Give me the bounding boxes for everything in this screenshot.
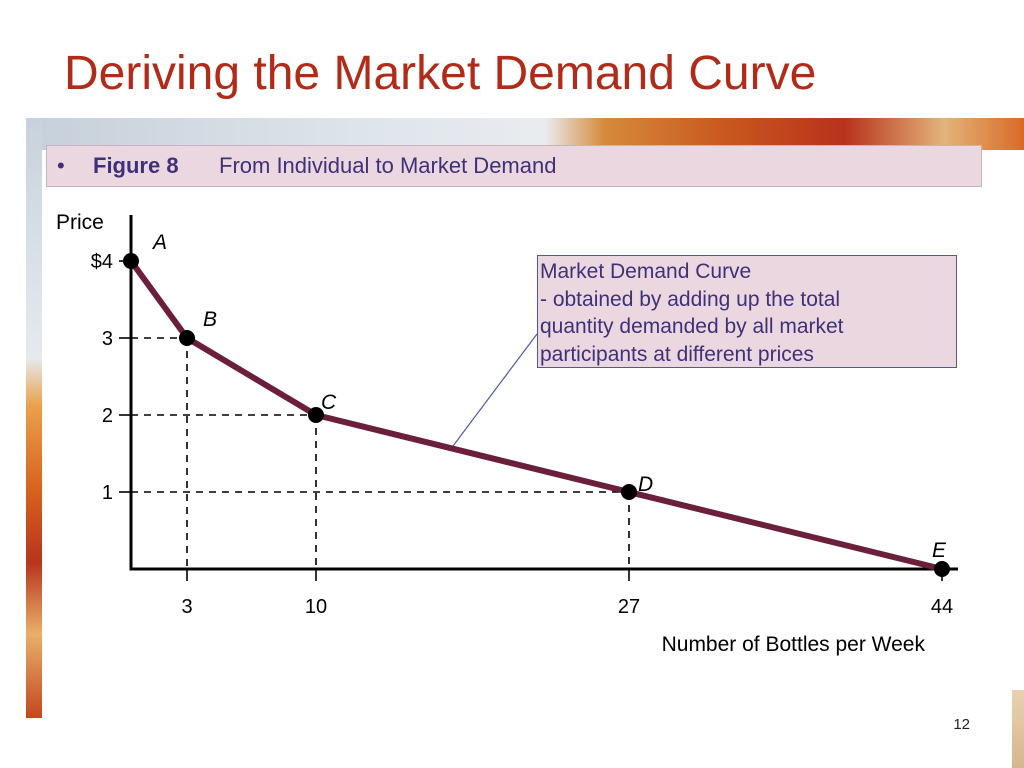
point-e [934, 561, 950, 577]
point-label-d: D [638, 473, 653, 496]
labels-layer: A B C D E [151, 231, 947, 562]
point-d [621, 484, 637, 500]
point-label-e: E [932, 539, 947, 562]
y-tick-label: 3 [102, 328, 113, 350]
figure-caption: From Individual to Market Demand [219, 153, 557, 178]
point-c [308, 407, 324, 423]
x-tick-label: 44 [931, 596, 953, 618]
callout-box: Market Demand Curve - obtained by adding… [537, 255, 957, 368]
decorative-left-strip [26, 118, 42, 718]
reference-lines [131, 337, 630, 569]
y-tick-label: 1 [102, 482, 113, 504]
callout-line-4: participants at different prices [540, 342, 814, 366]
point-label-a: A [151, 231, 167, 254]
points-layer [123, 253, 950, 577]
decorative-top-strip [26, 118, 1024, 150]
y-tick-label: $4 [91, 251, 113, 273]
point-label-c: C [321, 391, 337, 414]
x-tick-label: 3 [181, 596, 192, 618]
bullet-glyph: • [57, 153, 65, 178]
decorative-right-strip [1012, 690, 1024, 768]
y-axis-title: Price [56, 211, 104, 234]
content-panel [42, 150, 1012, 740]
y-tick-label: 2 [102, 405, 113, 427]
x-tick-label: 10 [305, 596, 327, 618]
callout-line-1: Market Demand Curve [540, 260, 752, 283]
point-b [179, 330, 195, 346]
point-a [123, 253, 139, 269]
callout-leader-line [452, 333, 538, 447]
figure-banner: • Figure 8 From Individual to Market Dem… [46, 145, 982, 187]
slide-title: Deriving the Market Demand Curve [64, 47, 817, 100]
slide-number: 12 [953, 716, 970, 733]
x-axis-title: Number of Bottles per Week [662, 633, 926, 656]
callout-line-2: - obtained by adding up the total [540, 287, 841, 311]
point-label-b: B [203, 308, 217, 331]
x-tick-label: 27 [618, 596, 640, 618]
axes: $4 3 2 1 3 10 27 44 Price Number of Bottles per W… [56, 211, 958, 656]
callout-line-3: quantity demanded by all market [540, 315, 844, 338]
figure-label: Figure 8 [93, 153, 179, 178]
